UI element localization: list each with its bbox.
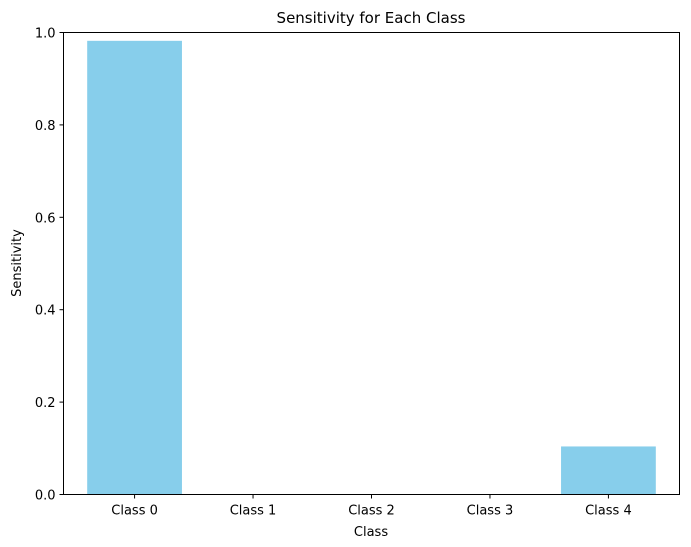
y-tick-label: 1.0: [35, 27, 56, 42]
y-tick-label: 0.2: [35, 396, 56, 411]
x-axis-ticks: Class 0 Class 1 Class 2 Class 3 Class 4: [111, 494, 632, 519]
bar-class-4: [561, 446, 656, 495]
bar-class-0: [87, 40, 182, 495]
x-axis-label: Class: [354, 525, 388, 540]
y-axis-ticks: 0.0 0.2 0.4 0.6 0.8 1.0: [35, 27, 64, 504]
plot-frame: [63, 32, 680, 495]
y-tick-label: 0.8: [35, 119, 56, 134]
y-tick-label: 0.0: [35, 489, 56, 504]
y-axis-label: Sensitivity: [10, 229, 25, 297]
x-tick-label: Class 1: [230, 504, 277, 519]
x-tick-label: Class 0: [111, 504, 158, 519]
x-tick-label: Class 4: [585, 504, 632, 519]
y-tick-label: 0.4: [35, 304, 56, 319]
y-tick-label: 0.6: [35, 211, 56, 226]
x-tick-label: Class 2: [348, 504, 395, 519]
chart-title: Sensitivity for Each Class: [277, 9, 466, 27]
bars-group: [87, 40, 656, 495]
x-tick-label: Class 3: [467, 504, 514, 519]
